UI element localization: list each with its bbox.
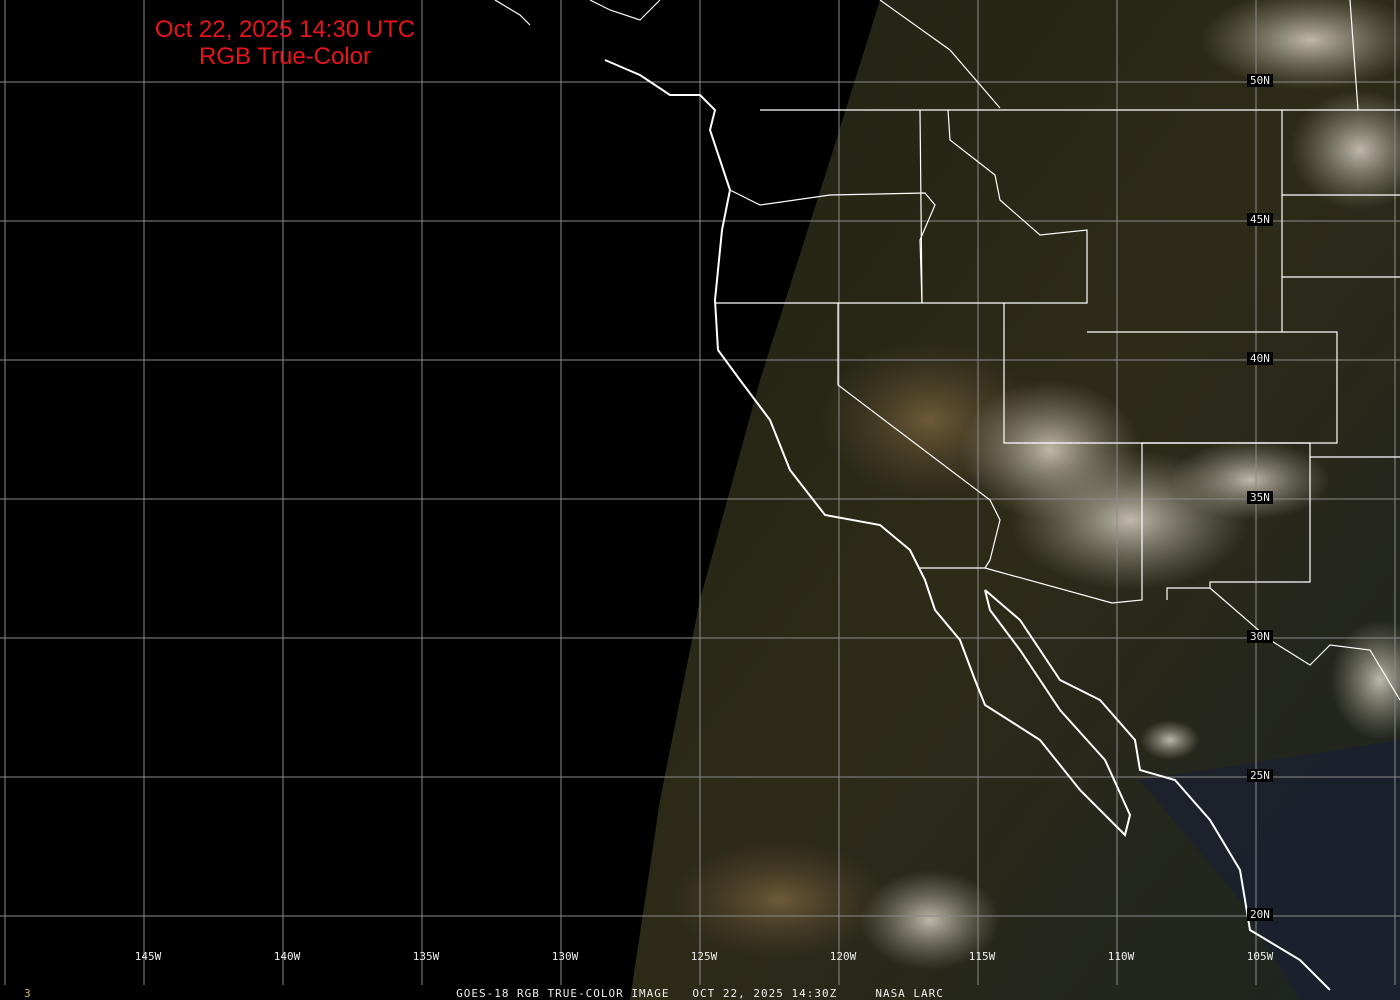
- caption-text: GOES-18 RGB TRUE-COLOR IMAGE OCT 22, 202…: [456, 987, 944, 1000]
- ocean-south: [1140, 740, 1400, 1000]
- product-title: RGB True-Color: [198, 43, 372, 70]
- lat-label-25n: 25N: [1247, 769, 1273, 782]
- lon-label-125w: 125W: [690, 950, 718, 963]
- lon-label-105w: 105W: [1246, 950, 1274, 963]
- lat-label-20n: 20N: [1247, 908, 1273, 921]
- lat-label-50n: 50N: [1247, 74, 1273, 87]
- lon-label-120w: 120W: [829, 950, 857, 963]
- timestamp-title: Oct 22, 2025 14:30 UTC: [154, 16, 416, 43]
- coastlines-and-borders: [494, 0, 1400, 991]
- lat-label-35n: 35N: [1247, 491, 1273, 504]
- frame-number: 3: [24, 987, 31, 1000]
- lon-label-115w: 115W: [968, 950, 996, 963]
- lon-label-135w: 135W: [412, 950, 440, 963]
- lat-label-40n: 40N: [1247, 352, 1273, 365]
- lon-label-145w: 145W: [134, 950, 162, 963]
- clouds: [670, 0, 1400, 970]
- lat-label-30n: 30N: [1247, 630, 1273, 643]
- lon-label-130w: 130W: [551, 950, 579, 963]
- lat-label-45n: 45N: [1247, 213, 1273, 226]
- lon-label-140w: 140W: [273, 950, 301, 963]
- image-caption: GOES-18 RGB TRUE-COLOR IMAGE OCT 22, 202…: [0, 987, 1400, 1000]
- lon-label-110w: 110W: [1107, 950, 1135, 963]
